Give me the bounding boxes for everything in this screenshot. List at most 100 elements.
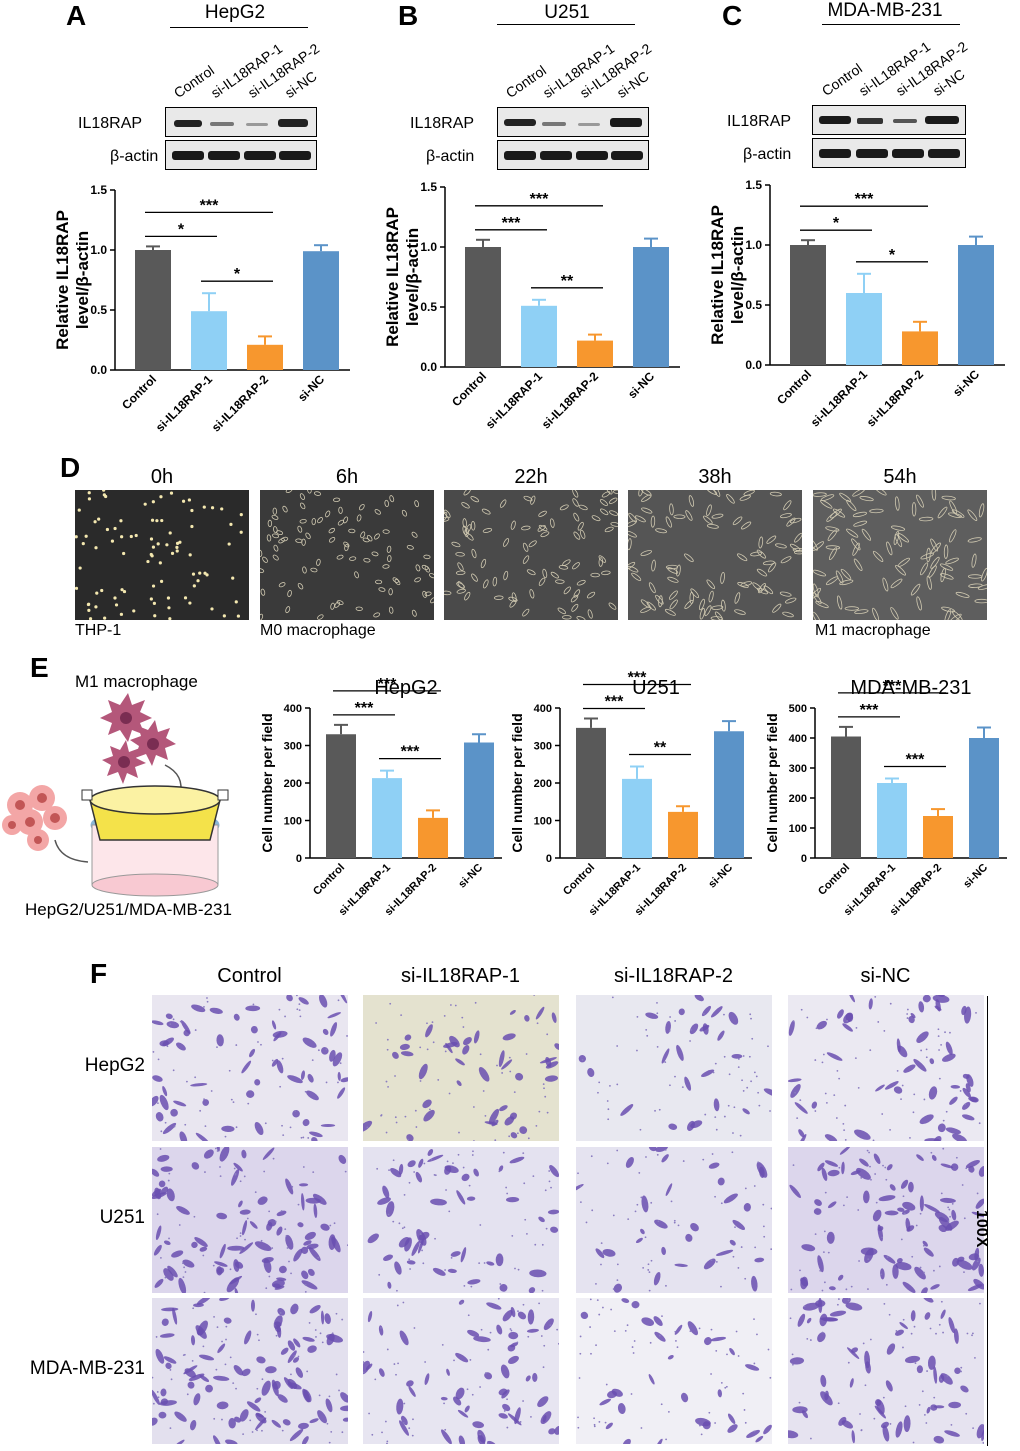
pore [169,1023,172,1026]
cell [183,596,188,600]
cell [648,582,656,594]
blot-label-loading-b: β-actin [426,148,475,165]
category-label: si-NC [961,862,990,891]
pore [256,1429,258,1432]
pore [392,1159,395,1162]
significance-label: *** [355,700,374,717]
pore [975,1011,977,1014]
cell [188,553,192,557]
pore [634,1210,637,1213]
pore [335,1312,338,1315]
stained-cell [837,1009,844,1019]
pore [506,1192,509,1195]
pore [610,1308,613,1311]
pore [279,1085,282,1088]
cell [930,556,940,569]
stained-cell [933,1366,938,1384]
stained-cell [882,1425,890,1442]
stained-cell [165,1362,172,1370]
pore [549,1324,552,1327]
stained-cell [794,1102,808,1114]
cell [338,506,343,514]
cell [812,492,827,497]
pore [646,1034,649,1037]
pore [827,1251,830,1254]
pore [737,1066,740,1069]
pore [770,1248,773,1251]
y-tick-label: 0.0 [745,358,762,372]
pore [483,1262,486,1264]
stained-cell [703,1258,716,1270]
pore [976,1192,979,1195]
stained-cell [302,1336,315,1342]
stained-cell [298,997,309,1005]
pore [838,1077,841,1080]
pore [511,1234,514,1237]
pore [540,1335,543,1337]
bar [633,247,669,367]
cell [763,585,774,595]
transwell-image [569,1143,773,1293]
pore [409,1268,411,1270]
stained-cell [155,1112,164,1122]
pore [415,1126,418,1128]
pore [168,1237,170,1240]
pore [542,1366,545,1369]
band [504,151,536,160]
pore [644,1236,647,1239]
transwell-image [149,988,351,1145]
pore [882,1396,885,1399]
stained-cell [174,1411,187,1422]
stained-cell [892,1264,899,1279]
pore [376,1167,379,1170]
stained-cell [754,1257,765,1263]
pore [727,1104,730,1107]
pore [333,1222,336,1225]
cell [143,502,147,506]
pore [470,1285,473,1288]
stained-cell [176,1042,186,1051]
pore [867,1258,870,1261]
cell [348,528,356,534]
blot-loading-b-bands [504,151,643,160]
y-axis-label: Cell number per field [764,713,780,852]
stained-cell [622,1438,631,1449]
cell [187,498,191,502]
pore [169,1369,172,1371]
stained-cell [945,1220,959,1231]
cell [540,531,550,538]
pore [386,1440,389,1443]
stained-cell [262,1147,275,1160]
stained-cell [286,994,293,1002]
stained-cell [800,1276,808,1290]
cell [779,591,792,597]
cell [916,596,922,611]
pore [650,1201,653,1204]
category-label: si-NC [456,862,485,891]
stained-cells [357,994,562,1142]
pore [767,1348,770,1351]
cell [151,545,156,549]
pore [496,1064,498,1067]
stained-cell [250,1299,255,1312]
pore [883,1302,886,1305]
pore [735,1330,738,1333]
pore [979,1302,981,1305]
pore [299,1015,302,1018]
pore [538,1110,541,1113]
pore [589,1326,591,1328]
cell [94,546,98,550]
stained-cell [446,1368,450,1376]
pore [598,1313,601,1316]
cell [930,538,939,552]
cell [328,537,336,543]
stained-cell [189,1419,197,1431]
pore [605,1383,608,1386]
cell [493,595,504,600]
pore [527,1137,530,1140]
stained-cell [322,1028,329,1036]
cell [374,509,381,515]
pore [403,1226,406,1229]
cell [572,562,580,570]
pore [268,1210,271,1213]
